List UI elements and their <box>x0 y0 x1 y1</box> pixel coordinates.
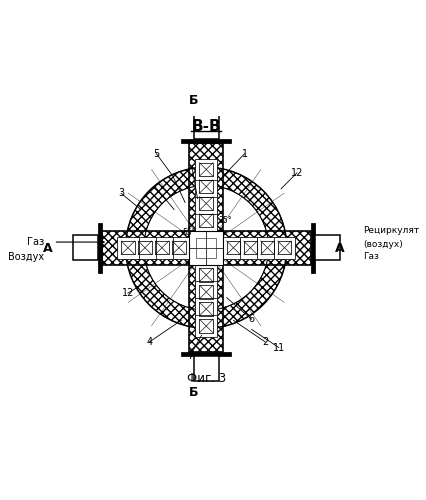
Text: 3: 3 <box>118 188 124 198</box>
Polygon shape <box>222 237 244 258</box>
Text: 2: 2 <box>262 337 268 347</box>
Polygon shape <box>134 237 155 258</box>
Circle shape <box>125 167 286 328</box>
Polygon shape <box>101 230 310 264</box>
Text: А: А <box>43 242 52 256</box>
Text: 4: 4 <box>146 337 152 347</box>
Polygon shape <box>189 230 223 264</box>
Polygon shape <box>151 237 173 258</box>
Polygon shape <box>196 248 206 258</box>
Text: 12: 12 <box>121 288 134 298</box>
Polygon shape <box>168 237 190 258</box>
Text: Рециркулят: Рециркулят <box>363 226 419 235</box>
Polygon shape <box>195 281 216 303</box>
Polygon shape <box>98 223 101 272</box>
Polygon shape <box>117 237 138 258</box>
Text: Воздух: Воздух <box>8 252 44 262</box>
Polygon shape <box>314 236 339 260</box>
Text: 1: 1 <box>241 148 247 158</box>
Text: Фиг. 3: Фиг. 3 <box>186 372 225 384</box>
Polygon shape <box>195 315 216 337</box>
Text: 7: 7 <box>187 350 193 360</box>
Text: 35°: 35° <box>218 216 232 225</box>
Polygon shape <box>206 238 216 248</box>
Text: 11: 11 <box>272 342 284 352</box>
Polygon shape <box>195 176 216 198</box>
Polygon shape <box>193 114 218 140</box>
Polygon shape <box>239 237 261 258</box>
Polygon shape <box>195 264 216 286</box>
Polygon shape <box>310 223 314 272</box>
Polygon shape <box>181 140 230 143</box>
Text: А: А <box>334 242 344 256</box>
Polygon shape <box>195 298 216 320</box>
Text: Б: Б <box>189 94 198 107</box>
Polygon shape <box>189 144 223 352</box>
Text: 12: 12 <box>290 168 302 178</box>
Polygon shape <box>273 237 295 258</box>
Polygon shape <box>193 356 218 381</box>
Text: В-В: В-В <box>191 119 221 134</box>
Text: 5: 5 <box>153 148 159 158</box>
Text: 6: 6 <box>248 314 254 324</box>
Text: Б: Б <box>189 386 198 399</box>
Polygon shape <box>195 210 216 232</box>
Polygon shape <box>206 248 216 258</box>
Text: Газ: Газ <box>363 252 378 262</box>
Polygon shape <box>195 192 216 214</box>
Polygon shape <box>72 236 98 260</box>
Text: Газ: Газ <box>27 237 44 247</box>
Polygon shape <box>181 352 230 356</box>
Text: 55°: 55° <box>182 228 196 237</box>
Polygon shape <box>256 237 278 258</box>
Text: (воздух): (воздух) <box>363 240 402 249</box>
Polygon shape <box>196 238 206 248</box>
Polygon shape <box>195 158 216 180</box>
